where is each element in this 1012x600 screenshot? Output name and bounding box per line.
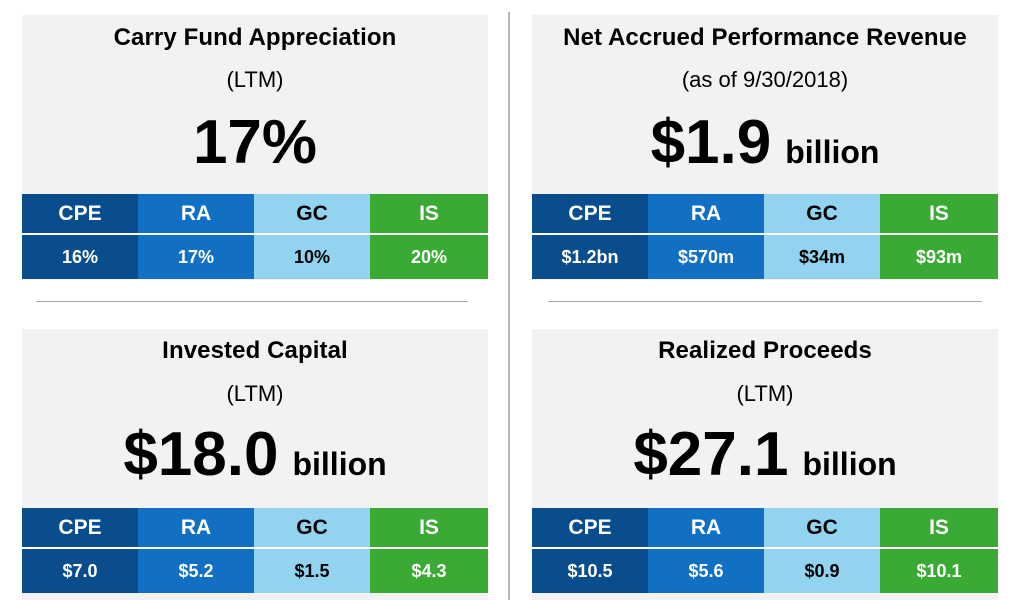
segment-table: CPE RA GC IS $7.0 $5.2 $1.5 $4.3 [22,508,488,593]
segment-value-gc: $0.9 [764,549,880,593]
segment-value-ra: 17% [138,235,254,279]
panel-invested-capital: Invested Capital (LTM) $18.0 billion CPE … [22,329,488,600]
segment-header-is: IS [880,508,998,549]
segment-value-cpe: $7.0 [22,549,138,593]
panel-subtitle: (LTM) [226,381,284,406]
panel-value: $27.1 billion [532,419,998,490]
segment-value-cpe: 16% [22,235,138,279]
panel-value: $18.0 billion [22,419,488,490]
panel-title: Realized Proceeds [658,337,872,364]
horizontal-divider-left [36,301,468,302]
segment-header-gc: GC [254,508,370,549]
panel-title: Carry Fund Appreciation [113,24,397,51]
value-unit: billion [292,446,387,482]
segment-header-cpe: CPE [532,194,648,235]
segment-value-gc: $34m [764,235,880,279]
segment-value-is: 20% [370,235,488,279]
segment-header-gc: GC [764,508,880,549]
panel-value: $1.9 billion [532,107,998,178]
segment-header-ra: RA [648,508,764,549]
segment-header-is: IS [370,194,488,235]
segment-header-cpe: CPE [22,194,138,235]
panel-title: Invested Capital [162,337,348,364]
value-unit: billion [802,446,897,482]
segment-table: CPE RA GC IS $1.2bn $570m $34m $93m [532,194,998,279]
panel-subtitle: (as of 9/30/2018) [681,67,849,92]
segment-header-ra: RA [648,194,764,235]
segment-value-cpe: $10.5 [532,549,648,593]
segment-header-cpe: CPE [532,508,648,549]
panel-realized-proceeds: Realized Proceeds (LTM) $27.1 billion CPE… [532,329,998,600]
value-unit: billion [785,134,880,170]
value-number: $27.1 [633,420,789,489]
panel-carry-fund-appreciation: Carry Fund Appreciation (LTM) 17% CPE RA… [22,15,488,280]
segment-value-is: $10.1 [880,549,998,593]
segment-header-gc: GC [254,194,370,235]
panel-subtitle: (LTM) [226,67,284,92]
segment-value-ra: $570m [648,235,764,279]
panel-net-accrued-performance-revenue: Net Accrued Performance Revenue (as of 9… [532,15,998,280]
segment-value-ra: $5.6 [648,549,764,593]
segment-header-is: IS [370,508,488,549]
panel-subtitle: (LTM) [736,381,794,406]
segment-value-gc: 10% [254,235,370,279]
segment-header-ra: RA [138,508,254,549]
segment-value-gc: $1.5 [254,549,370,593]
panel-value: 17% [22,107,488,178]
value-number: $18.0 [123,420,279,489]
segment-header-ra: RA [138,194,254,235]
horizontal-divider-right [548,301,982,302]
vertical-divider [508,12,510,600]
segment-table: CPE RA GC IS $10.5 $5.6 $0.9 $10.1 [532,508,998,593]
segment-value-cpe: $1.2bn [532,235,648,279]
segment-value-ra: $5.2 [138,549,254,593]
segment-header-cpe: CPE [22,508,138,549]
value-number: 17% [192,108,318,177]
segment-value-is: $93m [880,235,998,279]
segment-value-is: $4.3 [370,549,488,593]
segment-header-is: IS [880,194,998,235]
segment-table: CPE RA GC IS 16% 17% 10% 20% [22,194,488,279]
segment-header-gc: GC [764,194,880,235]
panel-title: Net Accrued Performance Revenue [563,24,967,51]
value-number: $1.9 [650,108,772,177]
